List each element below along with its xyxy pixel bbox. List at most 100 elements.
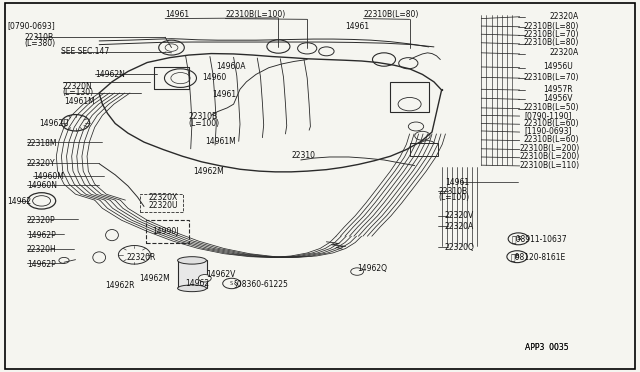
Bar: [410, 143, 438, 156]
Text: 14962N: 14962N: [95, 70, 125, 79]
Circle shape: [420, 141, 435, 150]
Circle shape: [415, 131, 430, 140]
Text: 22310B: 22310B: [24, 33, 54, 42]
Text: SEE SEC.147: SEE SEC.147: [61, 47, 109, 56]
Text: 22320V: 22320V: [445, 211, 474, 220]
Text: 22310B(L=80): 22310B(L=80): [524, 38, 579, 47]
Text: 14962M: 14962M: [193, 167, 224, 176]
Circle shape: [165, 44, 178, 51]
Circle shape: [298, 43, 317, 54]
Bar: [178, 260, 207, 288]
Text: 14961: 14961: [346, 22, 370, 31]
Text: 22310B(L=60): 22310B(L=60): [524, 119, 579, 128]
Text: 22310: 22310: [291, 151, 315, 160]
Circle shape: [399, 58, 418, 69]
Bar: [146, 220, 189, 243]
Bar: [390, 82, 429, 112]
Text: §08360-61225: §08360-61225: [234, 279, 289, 288]
Text: 14957R: 14957R: [543, 85, 572, 94]
Text: [0790-1190]: [0790-1190]: [525, 111, 572, 120]
Circle shape: [164, 69, 196, 87]
Text: 14962R: 14962R: [106, 281, 135, 290]
Text: 22310B: 22310B: [438, 187, 468, 196]
Ellipse shape: [106, 230, 118, 241]
Text: (L=380): (L=380): [24, 39, 56, 48]
Text: 22310B: 22310B: [189, 112, 218, 121]
Text: 22320A: 22320A: [445, 222, 474, 231]
Text: APP3  0035: APP3 0035: [525, 343, 568, 352]
Text: 22320Y: 22320Y: [27, 159, 56, 168]
Text: 22310B(L=110): 22310B(L=110): [520, 161, 580, 170]
Text: 22320U: 22320U: [148, 201, 178, 210]
Text: 22320R: 22320R: [127, 253, 156, 262]
Circle shape: [61, 115, 90, 131]
Text: 14961: 14961: [165, 10, 189, 19]
Text: 14960M: 14960M: [33, 172, 64, 181]
Text: 14962P: 14962P: [27, 260, 56, 269]
Circle shape: [198, 275, 211, 282]
Text: 14962: 14962: [8, 197, 32, 206]
Text: [0790-0693]: [0790-0693]: [8, 22, 56, 31]
Text: 22310B(L=200): 22310B(L=200): [520, 144, 580, 153]
Circle shape: [398, 97, 421, 111]
Text: [1190-0693]: [1190-0693]: [525, 126, 572, 135]
Text: 14956U: 14956U: [543, 62, 572, 71]
Circle shape: [507, 251, 527, 263]
Text: 22320A: 22320A: [549, 12, 579, 21]
Ellipse shape: [178, 285, 206, 292]
Text: 14961: 14961: [445, 178, 469, 187]
Text: (L=130): (L=130): [63, 89, 94, 97]
Text: 14961: 14961: [212, 90, 237, 99]
Text: APP3  0035: APP3 0035: [525, 343, 568, 352]
Circle shape: [33, 196, 51, 206]
Text: 22320H: 22320H: [27, 246, 56, 254]
Circle shape: [223, 278, 241, 289]
Text: 14962V: 14962V: [206, 270, 236, 279]
Text: (L=100): (L=100): [189, 119, 220, 128]
Text: 22320N: 22320N: [63, 82, 92, 91]
Text: S: S: [516, 236, 521, 241]
Text: (L=100): (L=100): [438, 193, 470, 202]
Circle shape: [267, 40, 290, 53]
Text: 22320X: 22320X: [148, 193, 178, 202]
Text: 22318M: 22318M: [27, 139, 58, 148]
Ellipse shape: [93, 252, 106, 263]
Text: 22310B(L=70): 22310B(L=70): [524, 73, 579, 82]
Text: 14962: 14962: [186, 279, 210, 288]
Text: 14960: 14960: [202, 73, 227, 81]
Text: 14962M: 14962M: [140, 274, 170, 283]
Circle shape: [351, 268, 364, 275]
Circle shape: [372, 53, 396, 66]
Text: Ⓝ08911-10637: Ⓝ08911-10637: [512, 234, 568, 243]
Text: 14962P: 14962P: [27, 231, 56, 240]
Text: 22310B(L=80): 22310B(L=80): [524, 22, 579, 31]
Text: 22320Q: 22320Q: [445, 243, 475, 252]
Text: 22310B(L=50): 22310B(L=50): [524, 103, 579, 112]
Text: B: B: [515, 254, 520, 259]
Text: 14956V: 14956V: [543, 94, 572, 103]
Text: 14962Q: 14962Q: [357, 264, 387, 273]
Circle shape: [408, 122, 424, 131]
Circle shape: [171, 73, 190, 84]
Text: 22320P: 22320P: [27, 216, 56, 225]
Text: 22310B(L=80): 22310B(L=80): [364, 10, 419, 19]
Text: 22310B(L=70): 22310B(L=70): [524, 30, 579, 39]
Circle shape: [508, 233, 529, 245]
Text: 14962U: 14962U: [40, 119, 69, 128]
Circle shape: [28, 193, 56, 209]
Ellipse shape: [178, 257, 206, 264]
Text: 14960N: 14960N: [27, 181, 57, 190]
Circle shape: [159, 40, 184, 55]
Circle shape: [319, 47, 334, 56]
Text: S: S: [230, 281, 233, 286]
Circle shape: [118, 246, 150, 264]
Text: ⒲08120-8161E: ⒲08120-8161E: [511, 252, 566, 261]
Text: 22310B(L=100): 22310B(L=100): [225, 10, 285, 19]
Bar: [140, 194, 183, 212]
Text: 14960A: 14960A: [216, 62, 246, 71]
Text: 22320A: 22320A: [549, 48, 579, 57]
Text: 14961M: 14961M: [64, 97, 95, 106]
Text: 14961M: 14961M: [205, 137, 236, 146]
Circle shape: [59, 257, 69, 263]
Text: 22310B(L=60): 22310B(L=60): [524, 135, 579, 144]
